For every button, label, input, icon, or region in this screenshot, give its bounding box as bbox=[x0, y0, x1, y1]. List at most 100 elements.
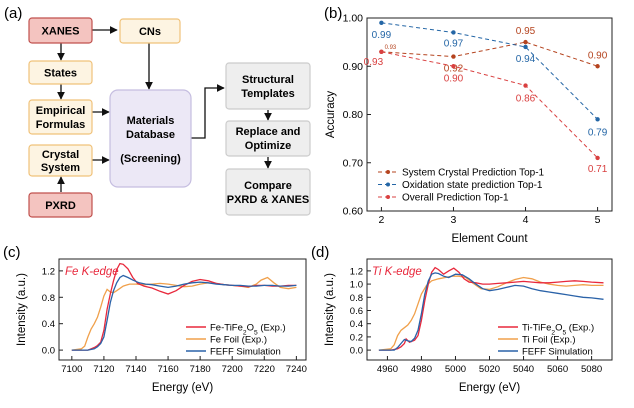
edge-annotation: Ti K-edge bbox=[372, 266, 422, 278]
edge-annotation: Fe K-edge bbox=[65, 266, 119, 278]
x-tick-label: 5 bbox=[595, 214, 601, 226]
y-tick-label: 1.0 bbox=[350, 280, 363, 291]
data-point bbox=[451, 54, 456, 59]
y-tick-label: 1.00 bbox=[343, 13, 364, 25]
spectrum-line-3 bbox=[378, 272, 604, 351]
svg-text:XANES: XANES bbox=[42, 26, 80, 38]
data-label: 0.90 bbox=[588, 50, 608, 61]
data-label: 0.92 bbox=[444, 64, 464, 75]
svg-text:PXRD & XANES: PXRD & XANES bbox=[227, 194, 310, 206]
states-box: States bbox=[28, 60, 93, 85]
y-tick-label: 0.6 bbox=[350, 306, 363, 317]
x-tick-label: 7200 bbox=[222, 364, 243, 375]
x-tick-label: 5060 bbox=[547, 364, 568, 375]
svg-text:System: System bbox=[41, 162, 80, 174]
legend: Fe-TiFe2O5 (Exp.)Fe Foil (Exp.)FEFF Simu… bbox=[186, 323, 286, 358]
legend-label: Fe Foil (Exp.) bbox=[210, 335, 267, 346]
spectrum-line-2 bbox=[71, 276, 297, 351]
data-label: 0.99 bbox=[372, 30, 392, 41]
legend-label: System Crystal Prediction Top-1 bbox=[402, 168, 545, 179]
legend-label: FEFF Simulation bbox=[522, 347, 593, 358]
x-tick-label: 4 bbox=[523, 214, 529, 226]
x-tick-label: 7160 bbox=[157, 364, 178, 375]
series-2: 0.99 0.97 0.94 0.79 bbox=[372, 20, 608, 138]
y-tick-label: 0.8 bbox=[42, 293, 55, 304]
y-tick-label: 0.90 bbox=[343, 61, 364, 73]
data-label: 0.90 bbox=[444, 73, 464, 84]
svg-text:PXRD: PXRD bbox=[45, 200, 76, 212]
series-line bbox=[381, 51, 598, 159]
data-point bbox=[451, 30, 456, 35]
x-tick-label: 7140 bbox=[125, 364, 146, 375]
data-label: 0.79 bbox=[588, 127, 608, 138]
data-label: 0.95 bbox=[516, 26, 536, 37]
panel-a: (a) XANES CNs States bbox=[4, 5, 311, 218]
panel-label: (d) bbox=[311, 244, 329, 261]
data-point bbox=[595, 64, 600, 69]
x-tick-label: 7180 bbox=[190, 364, 211, 375]
crystal-system-box: Crystal System bbox=[28, 144, 93, 177]
structural-templates-box: Structural Templates bbox=[225, 62, 311, 110]
y-tick-label: 1.2 bbox=[42, 266, 55, 277]
x-tick-label: 5040 bbox=[513, 364, 534, 375]
legend-marker bbox=[386, 182, 390, 187]
x-axis-title: Energy (eV) bbox=[152, 382, 214, 394]
legend-label: Overall Prediction Top-1 bbox=[402, 193, 509, 204]
svg-text:Optimize: Optimize bbox=[245, 140, 291, 152]
data-point bbox=[595, 155, 600, 161]
legend: Ti-TiFe2O5 (Exp.)Ti Foil (Exp.)FEFF Simu… bbox=[498, 323, 594, 358]
data-point bbox=[523, 39, 528, 45]
replace-optimize-box: Replace and Optimize bbox=[225, 120, 311, 157]
y-axis-title: Intensity (a.u.) bbox=[324, 273, 336, 346]
pxrd-box: PXRD bbox=[28, 192, 93, 218]
data-point bbox=[379, 49, 384, 54]
empirical-formulas-box: Empirical Formulas bbox=[28, 99, 93, 135]
materials-database-box: Materials Database (Screening) bbox=[109, 89, 192, 188]
x-tick-label: 7220 bbox=[254, 364, 275, 375]
panel-b-label: (b) bbox=[324, 5, 342, 22]
x-tick-label: 5080 bbox=[581, 364, 602, 375]
y-tick-label: 0.8 bbox=[350, 293, 363, 304]
x-axis-title: Element Count bbox=[451, 233, 528, 245]
series-3: 0.93 0.90 0.86 0.71 bbox=[364, 49, 608, 175]
y-axis-title: Accuracy bbox=[325, 91, 337, 139]
panel-c-chart: (c) 7100 7120 7140 7160 7180 7200 7220 7240 0.0 0.… bbox=[3, 244, 307, 394]
svg-text:Structural: Structural bbox=[242, 74, 294, 86]
series-line bbox=[381, 41, 598, 67]
data-point bbox=[595, 117, 600, 122]
svg-text:States: States bbox=[44, 68, 77, 80]
x-tick-label: 2 bbox=[378, 214, 384, 226]
legend-label: Fe-TiFe2O5 (Exp.) bbox=[210, 323, 286, 337]
arrow-database-templates bbox=[191, 84, 225, 139]
svg-text:Empirical: Empirical bbox=[36, 105, 86, 117]
x-tick-label: 7100 bbox=[61, 364, 82, 375]
x-tick-label: 7120 bbox=[93, 364, 114, 375]
panel-label: (c) bbox=[3, 244, 21, 261]
legend: System Crystal Prediction Top-1Oxidation… bbox=[378, 168, 545, 204]
svg-text:Compare: Compare bbox=[244, 180, 292, 192]
panel-d-chart: (d) 4960 4980 5000 5020 5040 5060 5080 0.0 0.2 0.4… bbox=[311, 244, 613, 394]
x-tick-label: 5020 bbox=[479, 364, 500, 375]
data-label: 0.71 bbox=[588, 164, 608, 175]
legend-label: Oxidation state prediction Top-1 bbox=[402, 180, 543, 191]
data-point bbox=[451, 64, 456, 69]
x-axis-title: Energy (eV) bbox=[459, 382, 521, 394]
series-1: 0.93 0.92 0.95 0.90 bbox=[379, 26, 608, 75]
data-label: 0.93 bbox=[385, 45, 397, 51]
panel-b-chart: (b) 2 3 4 5 0.60 0.70 0.80 0.90 1.00 Element Count… bbox=[324, 5, 613, 245]
svg-text:Crystal: Crystal bbox=[42, 149, 79, 161]
data-label: 0.97 bbox=[444, 38, 464, 49]
svg-text:Materials: Materials bbox=[127, 115, 175, 127]
x-tick-label: 7240 bbox=[286, 364, 307, 375]
legend-marker bbox=[386, 195, 390, 199]
x-tick-label: 3 bbox=[451, 214, 457, 226]
data-label: 0.86 bbox=[516, 94, 536, 105]
plot-frame bbox=[58, 258, 307, 361]
xanes-box: XANES bbox=[28, 17, 93, 44]
flow-arrows bbox=[57, 26, 272, 192]
legend-label: FEFF Simulation bbox=[210, 347, 281, 358]
y-tick-label: 0.0 bbox=[42, 346, 55, 357]
data-point bbox=[379, 20, 384, 26]
y-tick-label: 0.80 bbox=[343, 109, 364, 121]
